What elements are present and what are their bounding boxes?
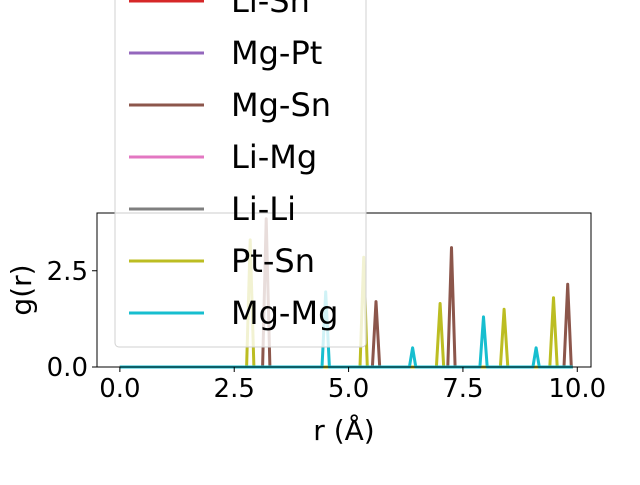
x-tick-label: 10.0: [548, 374, 606, 404]
y-axis-label: g(r): [5, 264, 38, 315]
x-axis: 0.0 2.5 5.0 7.5 10.0: [99, 367, 606, 404]
legend-label-mg-pt: Mg-Pt: [231, 34, 322, 72]
legend-label-pt-sn: Pt-Sn: [231, 242, 315, 280]
legend-label-li-mg: Li-Mg: [231, 138, 317, 176]
y-axis: 0.0 2.5: [47, 257, 97, 383]
y-tick-label: 2.5: [47, 257, 88, 287]
x-tick-label: 2.5: [214, 374, 255, 404]
y-tick-label: 0.0: [47, 353, 88, 383]
x-axis-label: r (Å): [313, 413, 374, 447]
x-tick-label: 7.5: [442, 374, 483, 404]
legend-label-mg-mg: Mg-Mg: [231, 294, 338, 332]
legend-label-mg-sn: Mg-Sn: [231, 86, 331, 124]
x-tick-label: 5.0: [328, 374, 369, 404]
legend: Li-Sn Mg-Pt Mg-Sn Li-Mg Li-Li Pt-Sn Mg-Mg: [114, 0, 367, 348]
legend-label-li-sn: Li-Sn: [231, 0, 310, 20]
legend-label-li-li: Li-Li: [231, 190, 296, 228]
x-tick-label: 0.0: [99, 374, 140, 404]
